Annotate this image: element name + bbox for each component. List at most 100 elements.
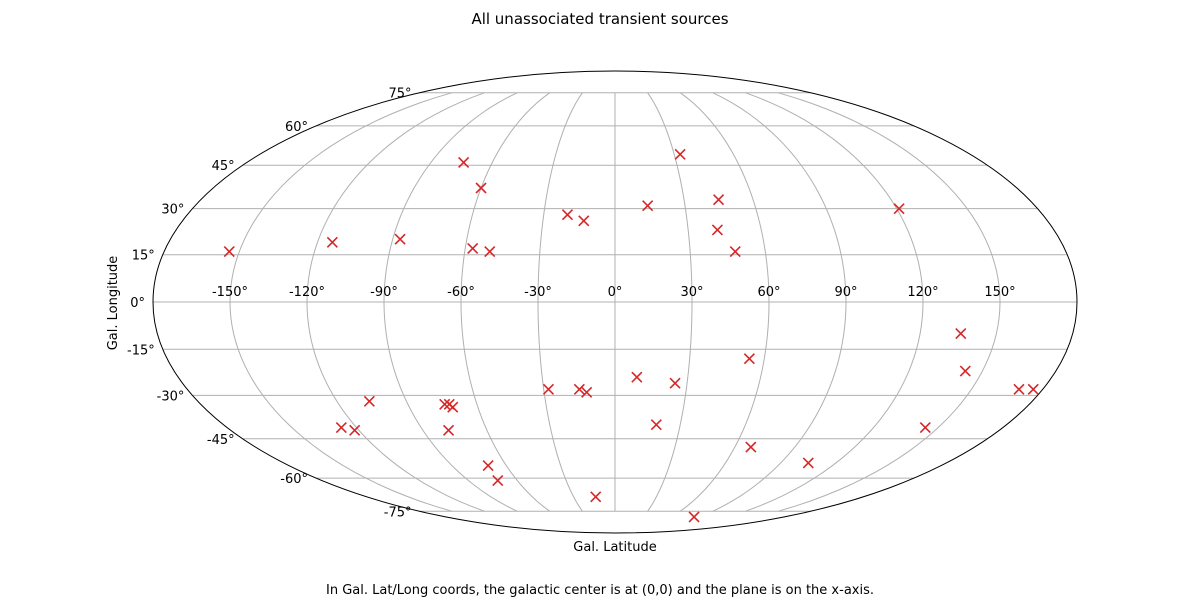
data-point-marker xyxy=(561,209,574,221)
marker-stroke xyxy=(492,474,504,487)
data-point-marker xyxy=(349,424,361,436)
data-point-marker xyxy=(713,194,725,206)
grid-line-lon xyxy=(777,92,1001,512)
grid-line-lon xyxy=(306,92,485,512)
data-point-marker xyxy=(573,383,585,395)
marker-stroke xyxy=(578,215,590,227)
data-point-marker xyxy=(482,459,494,472)
marker-stroke xyxy=(482,459,494,472)
marker-stroke xyxy=(893,203,905,215)
x-tick-label: 30° xyxy=(680,285,703,300)
y-tick-label: -60° xyxy=(280,472,308,487)
data-points xyxy=(223,148,1039,523)
data-point-marker xyxy=(955,328,967,340)
data-point-marker xyxy=(650,419,662,431)
y-tick-label: 15° xyxy=(132,249,155,264)
marker-stroke xyxy=(1027,383,1039,395)
marker-stroke xyxy=(581,386,593,398)
data-point-marker xyxy=(467,242,479,255)
marker-stroke xyxy=(458,156,470,169)
marker-stroke xyxy=(475,182,487,194)
marker-stroke xyxy=(711,224,723,236)
x-tick-label: 120° xyxy=(907,285,938,300)
data-point-marker xyxy=(631,371,643,383)
data-point-marker xyxy=(458,156,470,169)
x-tick-label: -60° xyxy=(447,285,475,300)
grid-line-lon xyxy=(383,92,518,512)
data-point-marker xyxy=(439,398,451,410)
x-tick-label: -150° xyxy=(212,285,248,300)
projection-frame xyxy=(152,70,1078,534)
marker-stroke xyxy=(443,398,455,410)
data-point-marker xyxy=(590,491,602,503)
x-tick-label: -30° xyxy=(524,285,552,300)
y-tick-label: -45° xyxy=(207,433,235,448)
marker-stroke xyxy=(802,457,814,469)
marker-stroke xyxy=(467,242,479,255)
chart-caption: In Gal. Lat/Long coords, the galactic ce… xyxy=(326,583,874,598)
marker-stroke xyxy=(674,148,686,160)
marker-stroke xyxy=(959,365,971,377)
data-point-marker xyxy=(484,246,496,258)
marker-stroke xyxy=(394,233,406,245)
data-point-marker xyxy=(642,200,654,212)
marker-stroke xyxy=(335,421,347,434)
marker-stroke xyxy=(631,371,643,383)
marker-stroke xyxy=(919,421,931,434)
x-axis-label: Gal. Latitude xyxy=(573,540,656,555)
data-point-marker xyxy=(223,246,235,258)
data-point-marker xyxy=(581,386,593,398)
grid-line-lon xyxy=(712,92,847,512)
marker-stroke xyxy=(326,236,338,248)
y-tick-label: 0° xyxy=(130,296,145,311)
y-tick-label: -30° xyxy=(157,389,185,404)
data-point-marker xyxy=(443,398,455,410)
tick-labels: -150° -120° -90° -60° -30° 0° 30° 60° 90° 120° 150… xyxy=(127,87,1016,521)
y-tick-label: 75° xyxy=(388,87,411,102)
y-tick-label: -75° xyxy=(384,505,412,520)
data-point-marker xyxy=(475,182,487,194)
marker-stroke xyxy=(642,200,654,212)
y-tick-label: 45° xyxy=(212,159,235,174)
y-axis-label: Gal. Longitude xyxy=(106,256,121,351)
marker-stroke xyxy=(745,441,757,453)
data-point-marker xyxy=(669,377,681,389)
data-point-marker xyxy=(542,383,555,395)
marker-stroke xyxy=(729,246,741,258)
grid-line-lon xyxy=(679,92,770,512)
marker-stroke xyxy=(955,328,967,340)
marker-stroke xyxy=(650,419,662,431)
y-tick-label: -15° xyxy=(127,343,155,358)
data-point-marker xyxy=(492,474,504,487)
data-point-marker xyxy=(745,441,757,453)
data-point-marker xyxy=(1013,383,1025,395)
data-point-marker xyxy=(674,148,686,160)
data-point-marker xyxy=(578,215,590,227)
marker-stroke xyxy=(439,398,451,410)
data-point-marker xyxy=(326,236,338,248)
marker-stroke xyxy=(573,383,585,395)
marker-stroke xyxy=(363,395,375,407)
data-point-marker xyxy=(729,246,741,258)
data-point-marker xyxy=(442,424,455,436)
x-tick-label: -120° xyxy=(289,285,325,300)
data-point-marker xyxy=(711,224,723,236)
marker-stroke xyxy=(1013,383,1025,395)
data-point-marker xyxy=(743,353,755,365)
marker-stroke xyxy=(688,511,700,523)
marker-stroke xyxy=(484,246,496,258)
grid-line-lon xyxy=(537,92,583,512)
graticule xyxy=(153,92,1077,512)
x-tick-label: -90° xyxy=(370,285,398,300)
grid-line-lon xyxy=(647,92,693,512)
chart-title: All unassociated transient sources xyxy=(471,10,728,28)
data-point-marker xyxy=(335,421,347,434)
data-point-marker xyxy=(363,395,375,407)
data-point-marker xyxy=(893,203,905,215)
data-point-marker xyxy=(1027,383,1039,395)
marker-stroke xyxy=(349,424,361,436)
y-tick-label: 30° xyxy=(161,203,184,218)
x-tick-label: 90° xyxy=(834,285,857,300)
grid-line-lon xyxy=(460,92,551,512)
marker-stroke xyxy=(713,194,725,206)
